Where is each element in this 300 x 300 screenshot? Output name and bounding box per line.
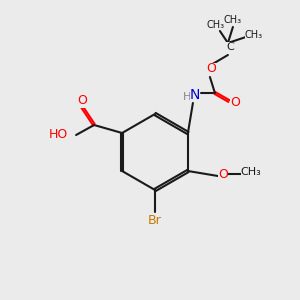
- Text: CH₃: CH₃: [245, 30, 263, 40]
- Text: C: C: [226, 42, 234, 52]
- Text: HO: HO: [49, 128, 68, 142]
- Text: Br: Br: [148, 214, 162, 226]
- Text: CH₃: CH₃: [224, 15, 242, 25]
- Text: O: O: [218, 167, 228, 181]
- Text: H: H: [183, 92, 191, 102]
- Text: N: N: [190, 88, 200, 102]
- Text: O: O: [206, 62, 216, 76]
- Text: CH₃: CH₃: [207, 20, 225, 30]
- Text: O: O: [230, 97, 240, 110]
- Text: O: O: [77, 94, 87, 107]
- Text: CH₃: CH₃: [241, 167, 261, 177]
